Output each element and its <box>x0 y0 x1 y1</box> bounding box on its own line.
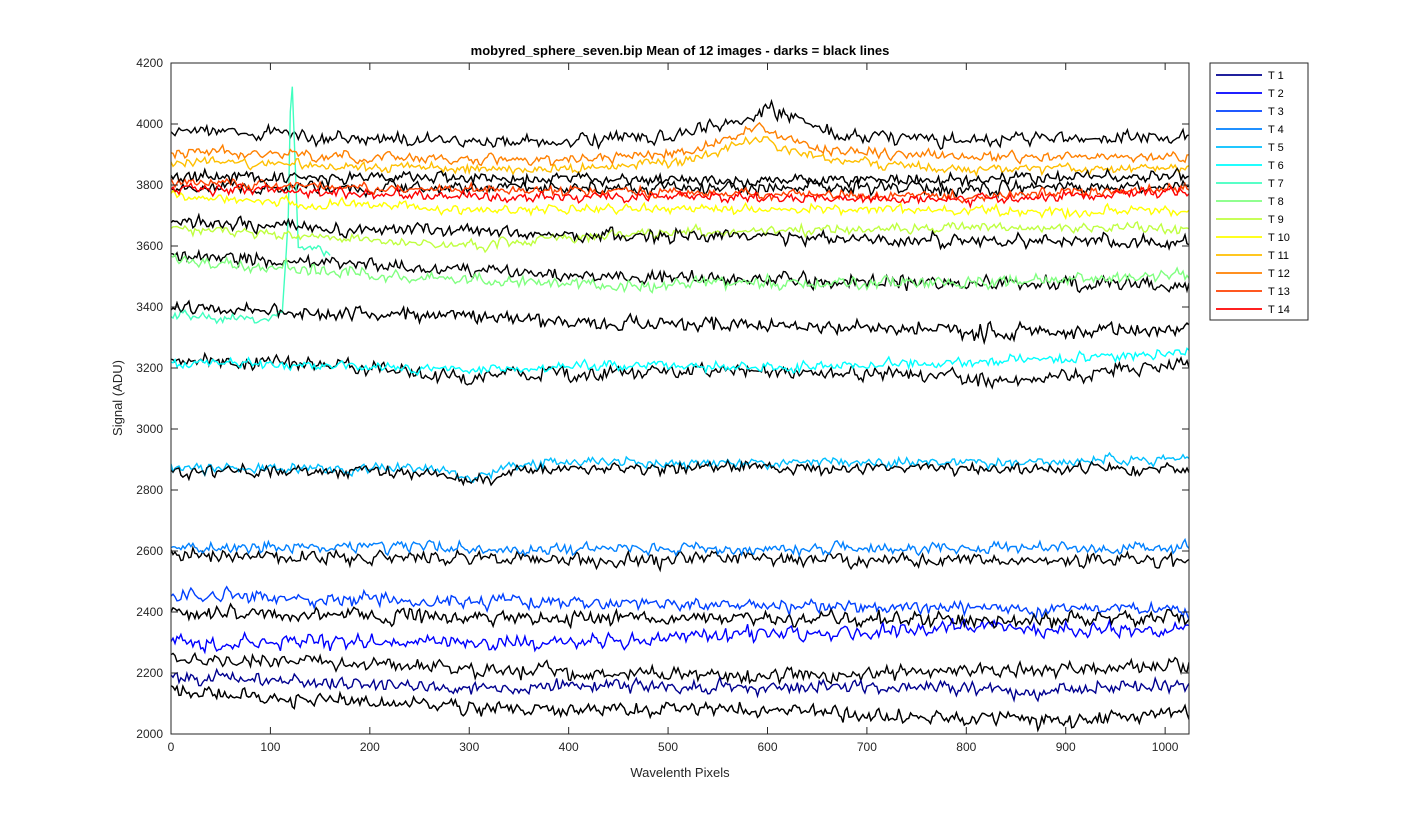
y-tick-label: 2000 <box>136 727 163 741</box>
series-line <box>171 667 1189 703</box>
legend-entry: T 3 <box>1268 106 1284 118</box>
x-tick-label: 500 <box>658 740 678 754</box>
legend-entry: T 10 <box>1268 232 1290 244</box>
dark-series-line-overlay <box>171 212 1189 251</box>
legend: T 1 T 2 T 3 T 4 T 5 T 6 T 7 T 8 T 9 T 10 T 11 T 12 T… <box>1209 62 1309 321</box>
dark-series-line-overlay <box>171 299 1189 345</box>
series-line <box>171 585 1189 620</box>
legend-entry: T 5 <box>1268 142 1284 154</box>
y-axis: 2000 2200 2400 2600 2800 3000 3200 3400 3600 3800… <box>136 56 1189 741</box>
y-tick-label: 3200 <box>136 361 163 375</box>
x-tick-label: 100 <box>260 740 280 754</box>
series-layer <box>171 86 1189 733</box>
legend-entry: T 4 <box>1268 124 1284 136</box>
dark-series-line-overlay <box>171 602 1189 630</box>
y-tick-label: 2600 <box>136 544 163 558</box>
x-axis-label: Wavelenth Pixels <box>630 765 730 780</box>
y-tick-label: 3000 <box>136 422 163 436</box>
series-line <box>171 617 1189 655</box>
x-axis: 0 100 200 300 400 500 600 700 800 900 1000 <box>168 63 1179 754</box>
x-tick-label: 700 <box>857 740 877 754</box>
dark-series-line-overlay <box>171 684 1189 733</box>
y-tick-label: 2200 <box>136 666 163 680</box>
x-tick-label: 200 <box>360 740 380 754</box>
dark-series-line <box>171 98 1189 150</box>
legend-entry: T 1 <box>1268 70 1284 82</box>
series-line <box>171 252 1189 294</box>
dark-series-line-overlay <box>171 167 1189 189</box>
dark-series-line <box>171 651 1189 686</box>
series-line <box>171 347 1189 377</box>
x-tick-label: 800 <box>956 740 976 754</box>
y-tick-label: 3600 <box>136 239 163 253</box>
y-tick-label: 2400 <box>136 605 163 619</box>
y-tick-label: 2800 <box>136 483 163 497</box>
legend-entry: T 8 <box>1268 196 1284 208</box>
y-tick-label: 3800 <box>136 178 163 192</box>
legend-entry: T 14 <box>1268 304 1290 316</box>
legend-entry: T 6 <box>1268 160 1284 172</box>
legend-entry: T 13 <box>1268 286 1290 298</box>
x-tick-label: 0 <box>168 740 175 754</box>
series-line <box>171 136 1189 178</box>
y-axis-label: Signal (ADU) <box>110 360 125 436</box>
x-tick-label: 900 <box>1056 740 1076 754</box>
series-line <box>171 181 1189 210</box>
legend-entry: T 2 <box>1268 88 1284 100</box>
x-tick-label: 400 <box>559 740 579 754</box>
legend-entry: T 11 <box>1268 250 1289 262</box>
legend-entry: T 9 <box>1268 214 1284 226</box>
plot-area: 0 100 200 300 400 500 600 700 800 900 1000 2000 220… <box>136 56 1190 754</box>
legend-entry: T 12 <box>1268 268 1290 280</box>
y-tick-label: 4000 <box>136 117 163 131</box>
x-tick-label: 600 <box>757 740 777 754</box>
series-line <box>171 121 1189 167</box>
series-line <box>171 537 1189 558</box>
dark-series-line <box>171 248 1189 294</box>
chart-title: mobyred_sphere_seven.bip Mean of 12 imag… <box>471 43 890 58</box>
y-tick-label: 4200 <box>136 56 163 70</box>
x-tick-label: 1000 <box>1152 740 1179 754</box>
legend-box <box>1209 62 1309 321</box>
legend-items: T 1 T 2 T 3 T 4 T 5 T 6 T 7 T 8 T 9 T 10 T 11 T 12 T… <box>1216 70 1290 316</box>
series-line <box>171 189 1189 221</box>
dark-series-line-overlay <box>171 458 1189 487</box>
y-tick-label: 3400 <box>136 300 163 314</box>
x-tick-label: 300 <box>459 740 479 754</box>
plot-frame <box>170 62 1190 735</box>
legend-entry: T 7 <box>1268 178 1284 190</box>
series-line <box>171 86 331 325</box>
